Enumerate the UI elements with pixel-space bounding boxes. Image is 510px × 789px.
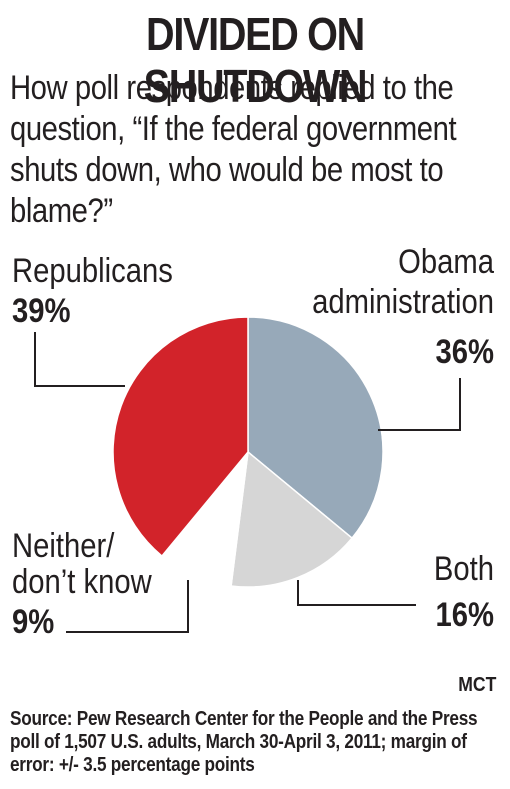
leader-lines — [34, 332, 461, 633]
leader-line-republicans — [34, 332, 125, 387]
slice-label-neither: Neither/ — [12, 526, 114, 565]
leader-line-obama — [378, 378, 461, 431]
slice-label-obama: administration — [312, 282, 494, 321]
slice-value-neither: 9% — [12, 602, 54, 641]
credit-label: MCT — [457, 674, 496, 696]
chart-subtitle: How poll respondents replied to the ques… — [10, 69, 457, 230]
chart-title: DIVIDED ON SHUTDOWN — [143, 8, 368, 112]
slice-label-obama: Obama — [398, 242, 494, 281]
source-note: Source: Pew Research Center for the Peop… — [10, 708, 478, 776]
slice-label-both: Both — [434, 549, 494, 588]
pie-slice-obama — [247, 316, 384, 540]
leader-line-both — [297, 580, 416, 606]
pie-slice-republicans — [112, 316, 249, 558]
slice-value-both: 16% — [436, 595, 494, 634]
pie-slices — [112, 316, 384, 588]
leader-line-neither — [66, 580, 189, 633]
slice-value-obama: 36% — [436, 332, 494, 371]
slice-label-neither: don’t know — [12, 562, 152, 601]
slice-value-republicans: 39% — [12, 291, 70, 330]
pie-slice-both — [230, 450, 354, 588]
slice-label-republicans: Republicans — [12, 251, 173, 290]
